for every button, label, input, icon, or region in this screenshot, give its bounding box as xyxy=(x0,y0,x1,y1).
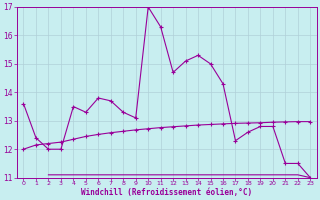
X-axis label: Windchill (Refroidissement éolien,°C): Windchill (Refroidissement éolien,°C) xyxy=(81,188,252,197)
